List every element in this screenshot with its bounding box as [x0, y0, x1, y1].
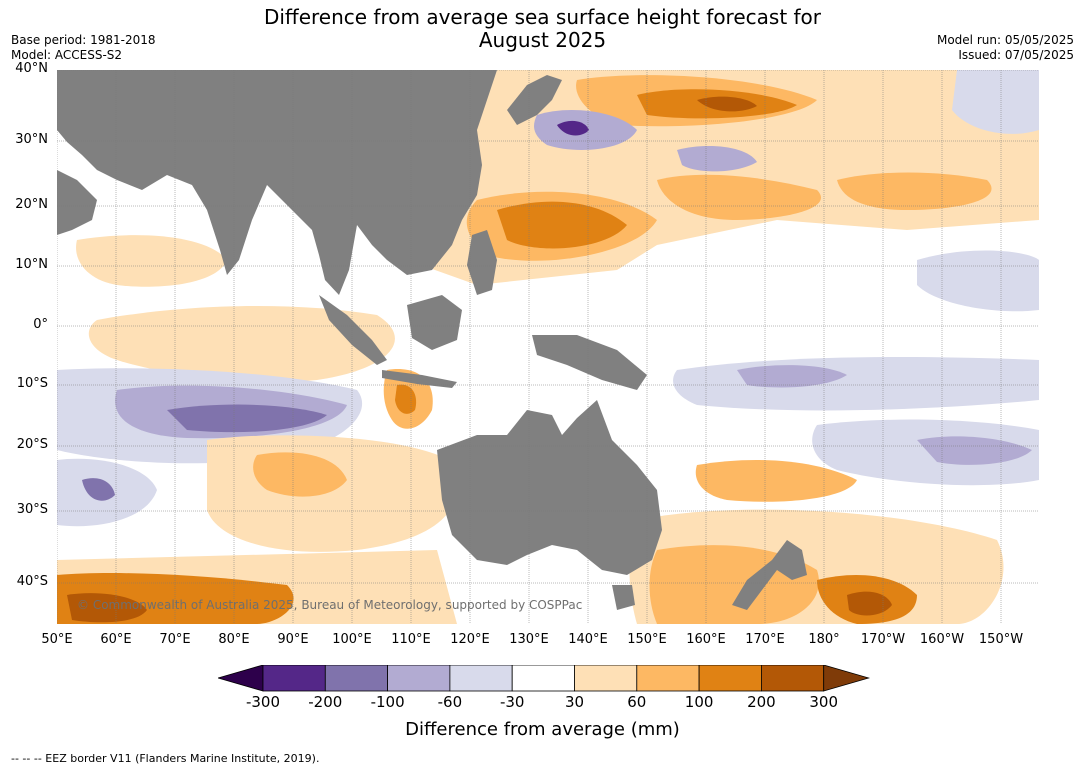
anomaly-patch	[812, 419, 1039, 486]
anomaly-patch	[76, 235, 228, 287]
colorbar-arrow-high	[823, 665, 870, 692]
colorbar-tick-label: 30	[564, 693, 585, 711]
graticule	[57, 70, 1039, 624]
lon-label: 50°E	[41, 632, 73, 647]
anomaly-patch	[253, 452, 347, 497]
anomaly-patch	[697, 96, 757, 112]
lon-label: 80°E	[218, 632, 250, 647]
lon-label: 130°E	[509, 632, 549, 647]
land-philippines	[467, 230, 497, 295]
lon-label: 150°W	[978, 632, 1024, 647]
anomaly-patch	[497, 201, 627, 249]
anomaly-patch	[657, 174, 821, 220]
anomaly-patch	[695, 460, 857, 502]
map-svg	[57, 70, 1039, 624]
lat-label: 40°S	[16, 574, 48, 589]
colorbar-swatch	[387, 665, 451, 692]
anomaly-patch	[88, 305, 395, 382]
anomaly-patch	[952, 70, 1039, 134]
colorbar-tick-label: 200	[747, 693, 776, 711]
copyright-notice: © Commonwealth of Australia 2025, Bureau…	[77, 598, 583, 612]
colorbar-swatch	[761, 665, 825, 692]
lon-label: 110°E	[391, 632, 431, 647]
anomaly-patch	[677, 146, 757, 172]
land-japan	[507, 75, 562, 125]
colorbar-tick-label: 300	[809, 693, 839, 711]
lon-label: 160°E	[686, 632, 726, 647]
anomaly-patch	[207, 435, 459, 552]
colorbar-arrow-low	[218, 665, 264, 692]
land-java	[382, 370, 457, 388]
lon-label: 160°W	[919, 632, 965, 647]
colorbar-swatch	[262, 665, 326, 692]
lon-label: 120°E	[450, 632, 490, 647]
colorbar-tick-label: -100	[370, 693, 405, 711]
meta-right: Model run: 05/05/2025 Issued: 07/05/2025	[937, 33, 1074, 63]
colorbar-tick-label: 60	[627, 693, 647, 711]
meta-left: Base period: 1981-2018 Model: ACCESS-S2	[11, 33, 156, 63]
land-new-guinea	[532, 335, 647, 390]
land-australia	[437, 400, 662, 575]
colorbar-tick-label: -300	[245, 693, 281, 711]
lon-label: 90°E	[277, 632, 309, 647]
colorbar-tick-label: -30	[499, 693, 525, 711]
anomaly-patch	[673, 357, 1039, 411]
title-line-2: August 2025	[478, 28, 607, 52]
colorbar-swatch	[449, 665, 513, 692]
colorbar	[218, 665, 870, 692]
lat-label: 30°N	[15, 132, 48, 147]
colorbar-title: Difference from average (mm)	[405, 719, 680, 740]
anomaly-patch	[917, 250, 1039, 312]
map-panel	[57, 70, 1039, 624]
colorbar-swatch	[698, 665, 762, 692]
anomaly-patch	[82, 478, 115, 501]
lon-label: 70°E	[159, 632, 191, 647]
colorbar-tick-label: 100	[684, 693, 714, 711]
land-new-zealand	[732, 540, 807, 610]
land-asia	[57, 70, 497, 295]
land-arabia	[57, 170, 97, 235]
anomaly-patch	[837, 172, 992, 210]
colorbar-tick-label: -200	[308, 693, 343, 711]
lon-label: 150°E	[627, 632, 667, 647]
land-sumatra	[319, 295, 387, 365]
eez-footnote: -- -- -- EEZ border V11 (Flanders Marine…	[11, 752, 320, 765]
lat-label: 10°N	[15, 257, 48, 272]
lat-label: 20°S	[16, 437, 48, 452]
colorbar-swatch	[636, 665, 700, 692]
base-period: Base period: 1981-2018	[11, 33, 156, 47]
land-masses	[57, 70, 807, 610]
lon-label: 180°	[808, 632, 840, 647]
lon-label: 100°E	[332, 632, 372, 647]
lat-label: 20°N	[15, 197, 48, 212]
lon-label: 170°E	[745, 632, 785, 647]
lat-label: 10°S	[16, 376, 48, 391]
issued-date: Issued: 07/05/2025	[958, 48, 1074, 62]
anomaly-patch	[557, 120, 589, 136]
lon-label: 60°E	[100, 632, 132, 647]
lon-label: 170°W	[860, 632, 906, 647]
chart-title: Difference from average sea surface heig…	[0, 6, 1085, 52]
anomaly-field	[57, 70, 1039, 624]
model-name: Model: ACCESS-S2	[11, 48, 123, 62]
anomaly-patch	[67, 593, 147, 623]
lat-label: 30°S	[16, 502, 48, 517]
title-line-1: Difference from average sea surface heig…	[263, 5, 822, 29]
anomaly-patch	[917, 436, 1032, 465]
anomaly-patch	[167, 404, 327, 433]
land-tasmania	[612, 585, 635, 610]
lat-label: 0°	[33, 317, 48, 332]
lat-label: 40°N	[15, 61, 48, 76]
colorbar-swatch	[574, 665, 638, 692]
land-borneo	[407, 295, 462, 350]
anomaly-patch	[737, 365, 847, 388]
model-run: Model run: 05/05/2025	[936, 33, 1074, 47]
lon-label: 140°E	[568, 632, 608, 647]
colorbar-tick-label: -60	[437, 693, 463, 711]
colorbar-swatch	[324, 665, 389, 692]
anomaly-patch	[847, 591, 892, 616]
colorbar-swatch	[511, 665, 575, 692]
